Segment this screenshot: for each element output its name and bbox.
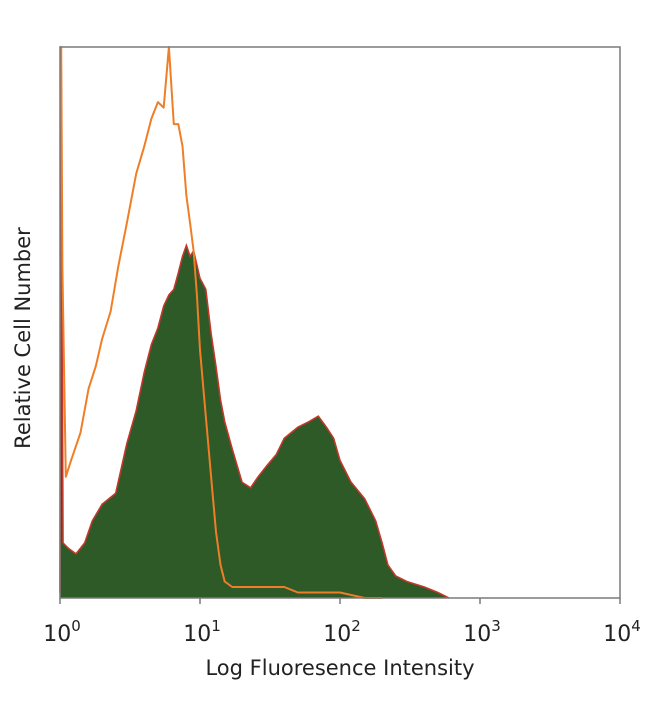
x-tick-label: 102 [323, 617, 361, 647]
plot-area [59, 46, 450, 599]
series-0-edge [59, 63, 450, 599]
x-axis-title: Log Fluoresence Intensity [205, 656, 474, 680]
series-0-area [60, 63, 449, 598]
x-tick-label: 103 [463, 617, 501, 647]
x-axis-ticks: 100 101 102 103 104 [43, 598, 641, 647]
x-tick-label: 104 [603, 617, 641, 647]
y-axis-title: Relative Cell Number [11, 227, 35, 449]
x-tick-label: 100 [43, 617, 81, 647]
series-1-line [60, 46, 383, 599]
x-tick-label: 101 [183, 617, 221, 647]
